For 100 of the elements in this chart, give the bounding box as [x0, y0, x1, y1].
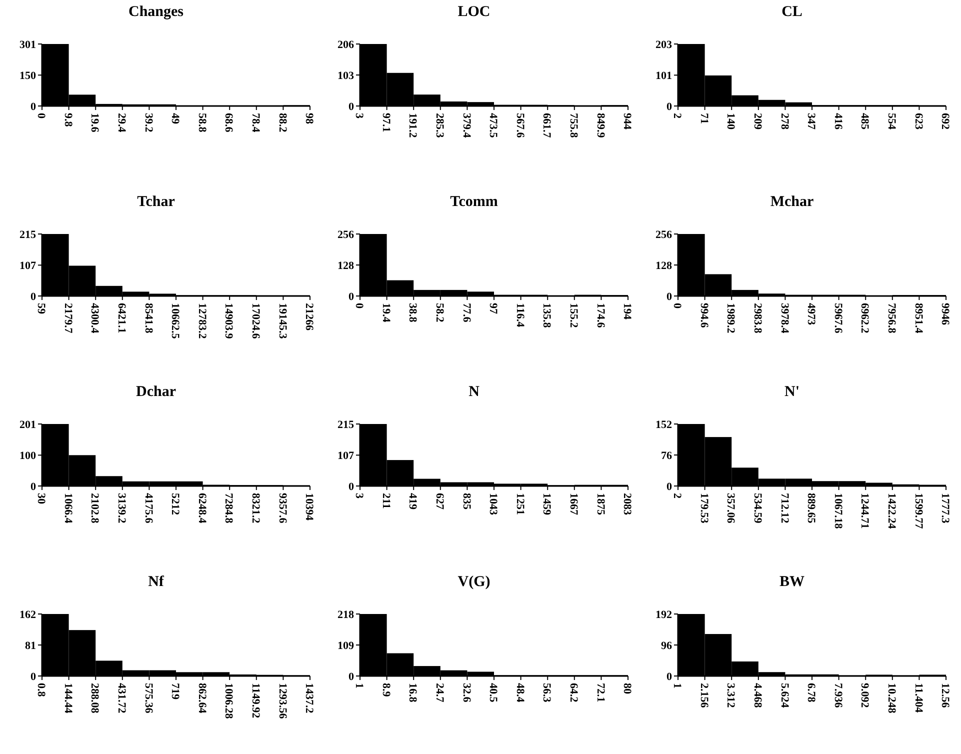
x-tick-label: 379.4 — [460, 113, 472, 138]
x-tick-label: 4.468 — [752, 683, 764, 708]
x-tick-label: 58.8 — [196, 113, 208, 133]
x-tick-label: 49 — [169, 113, 182, 124]
x-tick-label: 2179.7 — [62, 303, 74, 334]
x-tick-label: 9.8 — [62, 113, 74, 128]
x-tick-label: 9.092 — [858, 683, 871, 708]
x-tick-label: 5967.6 — [832, 303, 844, 334]
y-tick-label: 103 — [338, 70, 354, 82]
x-tick-label: 1244.71 — [858, 493, 871, 529]
x-tick-label: 77.6 — [460, 303, 472, 323]
x-tick-label: 140 — [724, 113, 737, 130]
x-tick-label: 2983.8 — [752, 303, 764, 334]
x-tick-label: 59 — [35, 303, 48, 314]
x-tick-label: 357.06 — [724, 493, 737, 524]
x-tick-label: 3 — [353, 493, 366, 499]
x-tick-label: 1251 — [514, 493, 526, 515]
x-tick-label: 14903.9 — [222, 303, 235, 340]
x-tick-label: 68.6 — [222, 113, 235, 133]
x-tick-label: 135.8 — [540, 303, 553, 328]
x-tick-label: 1043 — [487, 493, 500, 516]
x-tick-label: 1293.56 — [276, 683, 288, 720]
x-tick-label: 32.6 — [460, 683, 472, 703]
x-tick-label: 712.12 — [778, 493, 790, 524]
x-tick-label: 534.59 — [752, 493, 764, 524]
x-tick-label: 278 — [778, 113, 790, 130]
x-tick-label: 5212 — [169, 493, 182, 516]
x-tick-label: 8321.2 — [250, 493, 262, 524]
x-tick-label: 10394 — [303, 493, 316, 521]
x-tick-label: 288.08 — [88, 683, 101, 714]
chart-title: Tcomm — [450, 194, 498, 210]
x-tick-label: 3 — [353, 113, 366, 119]
x-tick-label: 419 — [406, 493, 419, 510]
x-tick-label: 719 — [169, 683, 182, 700]
x-tick-label: 80 — [621, 683, 634, 694]
x-tick-label: 12.56 — [939, 683, 952, 708]
x-tick-label: 944 — [621, 113, 634, 130]
x-tick-label: 347 — [805, 113, 818, 130]
x-tick-label: 1989.2 — [724, 303, 737, 334]
x-tick-label: 6.78 — [805, 683, 818, 703]
x-tick-label: 209 — [752, 113, 764, 130]
x-tick-label: 1437.2 — [303, 683, 316, 714]
x-tick-label: 64.2 — [568, 683, 580, 703]
y-tick-label: 201 — [20, 418, 36, 431]
x-tick-label: 98 — [303, 113, 316, 124]
y-tick-label: 107 — [338, 450, 354, 462]
x-tick-label: 179.53 — [698, 493, 710, 524]
x-tick-label: 1459 — [540, 493, 553, 516]
x-tick-label: 116.4 — [514, 303, 526, 328]
chart-title: V(G) — [458, 574, 490, 590]
x-tick-label: 8.9 — [380, 683, 392, 698]
x-tick-label: 39.2 — [142, 113, 154, 133]
x-tick-label: 10662.5 — [169, 303, 182, 340]
x-tick-label: 661.7 — [540, 113, 553, 138]
x-tick-label: 1 — [353, 683, 366, 688]
x-tick-label: 4973 — [805, 303, 818, 326]
x-tick-label: 4300.4 — [88, 303, 101, 334]
chart-title: LOC — [458, 4, 490, 20]
x-tick-label: 144.44 — [62, 683, 74, 714]
chart-title: Tchar — [137, 194, 176, 210]
x-tick-label: 174.6 — [594, 303, 606, 328]
x-tick-label: 97 — [487, 303, 500, 314]
x-tick-label: 994.6 — [698, 303, 710, 328]
y-tick-label: 218 — [338, 608, 354, 621]
x-tick-label: 849.9 — [594, 113, 606, 138]
x-tick-label: 416 — [832, 113, 844, 130]
x-tick-label: 7.936 — [832, 683, 844, 708]
x-tick-label: 6962.2 — [858, 303, 871, 334]
x-tick-label: 0 — [353, 303, 366, 309]
x-tick-label: 56.3 — [540, 683, 553, 703]
x-tick-label: 431.72 — [116, 683, 128, 714]
x-tick-label: 2083 — [621, 493, 634, 516]
x-tick-label: 12783.2 — [196, 303, 208, 340]
y-tick-label: 215 — [20, 228, 36, 241]
x-tick-label: 10.248 — [886, 683, 898, 714]
x-tick-label: 191.2 — [406, 113, 419, 138]
y-tick-label: 76 — [661, 450, 672, 462]
x-tick-label: 862.64 — [196, 683, 208, 714]
x-tick-label: 1066.4 — [62, 493, 74, 524]
x-tick-label: 2102.8 — [88, 493, 101, 524]
chart-title: Nf — [148, 574, 165, 590]
x-tick-label: 889.65 — [805, 493, 818, 524]
y-tick-label: 109 — [338, 640, 354, 652]
y-tick-label: 203 — [656, 38, 672, 51]
y-tick-label: 81 — [25, 640, 36, 652]
x-tick-label: 485 — [858, 113, 871, 130]
chart-title: N' — [784, 384, 800, 400]
x-tick-label: 623 — [912, 113, 924, 130]
x-tick-label: 2 — [671, 493, 684, 499]
x-tick-label: 19.4 — [380, 303, 392, 323]
x-tick-label: 6421.1 — [116, 303, 128, 334]
x-tick-label: 29.4 — [116, 113, 128, 133]
x-tick-label: 3978.4 — [778, 303, 790, 334]
x-tick-label: 40.5 — [487, 683, 500, 703]
x-tick-label: 2 — [671, 113, 684, 119]
y-tick-label: 152 — [656, 418, 672, 431]
x-tick-label: 38.8 — [406, 303, 419, 323]
x-tick-label: 3139.2 — [116, 493, 128, 524]
x-tick-label: 8951.4 — [912, 303, 924, 334]
x-tick-label: 6248.4 — [196, 493, 208, 524]
